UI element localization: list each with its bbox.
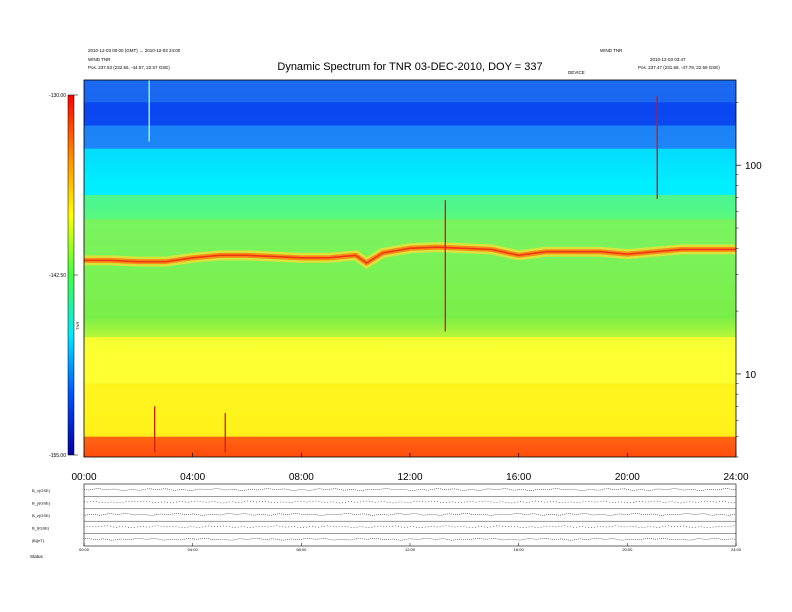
header-left-line-2: WIND TNR <box>88 57 111 62</box>
field-trace-1 <box>83 500 737 504</box>
x-tick-label-1: 04:00 <box>180 472 205 483</box>
x-tick-label-5: 20:00 <box>615 472 640 483</box>
panel-label-4: |B|(nT) <box>32 538 45 543</box>
bottom-x-tick-label-4: 16:00 <box>514 547 525 552</box>
x-tick-label-0: 00:00 <box>71 472 96 483</box>
colorbar-gradient <box>67 94 75 456</box>
colorbar: -130.00 -142.50 -155.00 TNR <box>49 93 80 459</box>
bottom-x-tick-label-6: 24:00 <box>731 547 742 552</box>
bottom-x-tick-label-1: 04:00 <box>188 547 199 552</box>
header-center-label: DEVICE <box>568 70 585 75</box>
colorbar-tick-label-2: -155.00 <box>49 453 66 459</box>
header-right-line-2: 2010-12-03 03:47 <box>650 57 686 62</box>
field-trace-4 <box>83 537 737 541</box>
x-tick-label-2: 08:00 <box>289 472 314 483</box>
spectrum-band-3 <box>84 148 736 195</box>
y-tick-label-0: 100 <box>745 161 762 172</box>
spectrum-band-1 <box>84 102 736 126</box>
panel-label-3: B_t(GSE) <box>32 525 50 530</box>
bottom-x-tick-label-0: 00:00 <box>79 547 90 552</box>
bottom-x-tick-label-3: 12:00 <box>405 547 416 552</box>
colorbar-label: TNR <box>75 322 80 330</box>
spectrum-band-4 <box>84 194 736 220</box>
header-right-line-3: Pos. 237.47 (231.68, -47.79, 22.59 GSE) <box>638 65 720 70</box>
bottom-x-tick-label-5: 20:00 <box>622 547 633 552</box>
spectrum-band-8 <box>84 436 736 457</box>
field-trace-2 <box>83 513 737 516</box>
x-tick-label-3: 12:00 <box>397 472 422 483</box>
x-tick-label-6: 24:00 <box>723 472 748 483</box>
plasma-line-core <box>84 246 736 264</box>
x-tick-label-4: 16:00 <box>506 472 531 483</box>
colorbar-tick-label-0: -130.00 <box>49 93 66 99</box>
chart-title: Dynamic Spectrum for TNR 03-DEC-2010, DO… <box>277 61 542 73</box>
y-tick-label-1: 10 <box>745 370 757 381</box>
spectrum-band-7 <box>84 383 736 437</box>
panel-label-1: B_y(GSE) <box>32 501 51 506</box>
spectrum-band-6 <box>84 337 736 384</box>
bottom-x-tick-label-2: 08:00 <box>296 547 307 552</box>
field-trace-3 <box>83 525 737 529</box>
field-trace-0 <box>83 488 737 491</box>
header-right-line-1: WIND TNR <box>600 48 623 53</box>
spectrum-band-0 <box>84 80 736 103</box>
panel-label-0: B_x(GSE) <box>32 488 51 493</box>
status-label: Status <box>30 554 44 559</box>
panel-label-2: B_z(GSE) <box>32 513 51 518</box>
spectrum-band-2 <box>84 125 736 149</box>
header-left-line-3: Pos. 237.53 (232.55, -44.57, 22.57 GSE) <box>88 65 170 70</box>
colorbar-tick-label-1: -142.50 <box>49 273 66 279</box>
header-left-line-1: 2010-12-03 00:00 (GMT) → 2010-12-03 24:0… <box>88 48 181 53</box>
field-panels: B_x(GSE) B_y(GSE) B_z(GSE) B_t(GSE) |B|(nT) S… <box>30 483 742 559</box>
field-panels-frame <box>83 483 737 547</box>
spectrogram-plot: 00:00 04:00 08:00 12:00 16:00 20:00 24:00 100 1… <box>71 79 762 483</box>
